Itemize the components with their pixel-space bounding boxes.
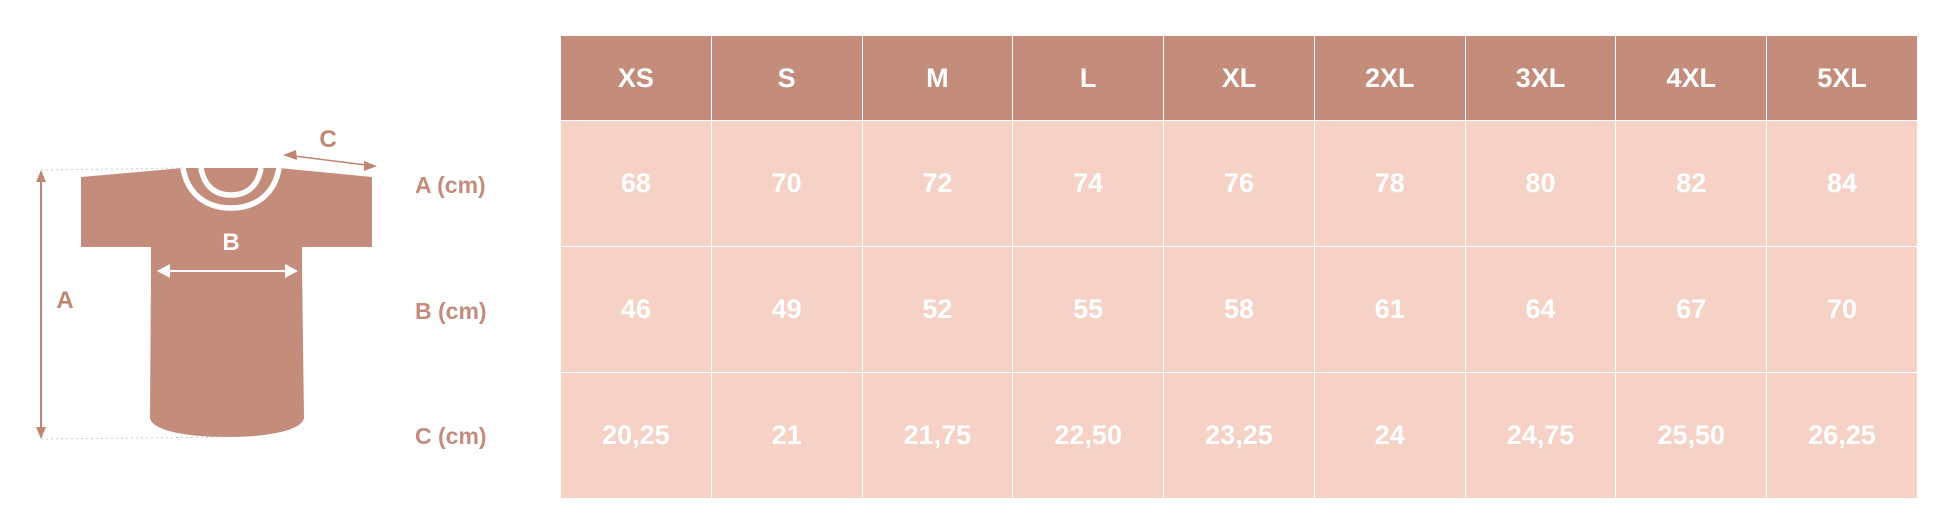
svg-text:A: A <box>56 287 73 314</box>
svg-text:B: B <box>222 229 239 256</box>
svg-text:C: C <box>319 126 336 153</box>
